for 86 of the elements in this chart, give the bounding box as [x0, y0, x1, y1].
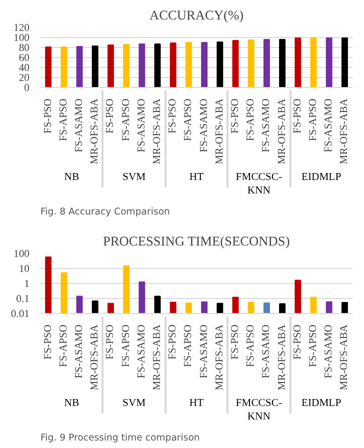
- x-tick-label: MR-OFS-ABA: [152, 98, 163, 164]
- x-tick-label: FS-ASAMO: [136, 98, 148, 152]
- x-tick-label: FS-APSO: [308, 324, 319, 368]
- x-tick-label: MR-OFS-ABA: [339, 98, 350, 164]
- x-tick-label: FS-ASAMO: [74, 98, 85, 152]
- y-tick-label: 100: [14, 249, 30, 260]
- x-tick-label: FS-APSO: [183, 98, 194, 142]
- x-tick-label: FS-APSO: [246, 98, 257, 142]
- x-tick-label: FS-ASAMO: [198, 324, 210, 378]
- bar: [248, 40, 254, 88]
- bar: [123, 44, 130, 88]
- text: SVM: [122, 172, 146, 184]
- bar: [60, 46, 68, 88]
- text: FMCCSC-KNN: [236, 398, 282, 422]
- bar: [294, 38, 302, 88]
- y-tick-label: 60: [18, 53, 30, 64]
- x-tick-label: MR-OFS-ABA: [152, 324, 163, 390]
- x-tick-label: FS-APSO: [120, 324, 132, 368]
- text: HT: [189, 398, 204, 410]
- text: EIDMLP: [301, 172, 342, 184]
- bar: [92, 46, 98, 88]
- x-tick-label: FS-PSO: [105, 98, 116, 134]
- x-tick-label: FS-ASAMO: [261, 324, 272, 378]
- bar: [310, 38, 317, 88]
- y-tick-label: 20: [18, 73, 30, 84]
- x-tick-label: FS-ASAMO: [136, 324, 148, 378]
- bar: [326, 38, 332, 88]
- caption: Fig. 9 Processing time comparison: [40, 432, 200, 444]
- x-tick-label: FS-ASAMO: [198, 98, 210, 152]
- bar: [279, 39, 286, 88]
- y-tick-label: 1: [24, 279, 30, 290]
- text: SVM: [122, 398, 146, 410]
- bar: [201, 42, 208, 88]
- x-tick-label: MR-OFS-ABA: [214, 98, 226, 164]
- bar: [341, 38, 348, 88]
- x-tick-label: MR-OFS-ABA: [90, 324, 101, 390]
- x-tick-label: FS-APSO: [183, 324, 194, 368]
- x-tick-label: FS-PSO: [42, 324, 54, 360]
- bar: [154, 44, 161, 88]
- x-tick-label: FS-APSO: [308, 98, 319, 142]
- text: NB: [64, 172, 80, 184]
- x-tick-label: FS-PSO: [230, 98, 241, 134]
- x-tick-label: MR-OFS-ABA: [276, 98, 288, 164]
- y-tick-label: 120: [14, 23, 30, 34]
- y-tick-label: 0.1: [16, 294, 30, 305]
- x-tick-label: FS-PSO: [105, 324, 116, 360]
- text: FMCCSC-KNN: [236, 172, 282, 196]
- bar: [138, 44, 146, 88]
- text: HT: [189, 172, 204, 184]
- text: NB: [64, 398, 80, 410]
- bar: [216, 42, 224, 88]
- x-tick-label: FS-PSO: [230, 324, 241, 360]
- x-tick-label: FS-APSO: [120, 98, 132, 142]
- y-tick-label: 0.01: [10, 309, 30, 320]
- x-tick-label: FS-APSO: [58, 98, 70, 142]
- bar: [76, 46, 83, 88]
- bar: [232, 40, 239, 88]
- x-tick-label: MR-OFS-ABA: [339, 324, 350, 390]
- bar: [263, 39, 270, 88]
- x-tick-label: FS-PSO: [292, 324, 304, 360]
- x-tick-label: FS-APSO: [58, 324, 70, 368]
- x-tick-label: FS-ASAMO: [74, 324, 85, 378]
- chart-title: PROCESSING TIME(SECONDS): [103, 234, 290, 248]
- caption: Fig. 8 Accuracy Comparison: [40, 206, 170, 218]
- x-tick-label: FS-PSO: [168, 98, 179, 134]
- x-tick-label: FS-APSO: [246, 324, 257, 368]
- x-tick-label: FS-ASAMO: [261, 98, 272, 152]
- bar: [107, 44, 114, 88]
- y-tick-label: 10: [18, 264, 30, 275]
- x-tick-label: FS-PSO: [168, 324, 179, 360]
- y-tick-label: 80: [18, 43, 30, 54]
- text: EIDMLP: [301, 398, 342, 410]
- x-tick-label: MR-OFS-ABA: [90, 98, 101, 164]
- x-tick-label: FS-ASAMO: [324, 98, 335, 152]
- y-tick-label: 0: [24, 83, 30, 94]
- bar: [170, 42, 176, 88]
- x-tick-label: MR-OFS-ABA: [276, 324, 288, 390]
- y-tick-label: 100: [14, 33, 30, 44]
- bar: [45, 46, 52, 88]
- chart-title: ACCURACY(%): [149, 8, 244, 22]
- bar: [185, 42, 192, 88]
- y-tick-label: 40: [18, 63, 30, 74]
- x-tick-label: FS-ASAMO: [324, 324, 335, 378]
- x-tick-label: FS-PSO: [42, 98, 54, 134]
- x-tick-label: FS-PSO: [292, 98, 304, 134]
- x-tick-label: MR-OFS-ABA: [214, 324, 226, 390]
